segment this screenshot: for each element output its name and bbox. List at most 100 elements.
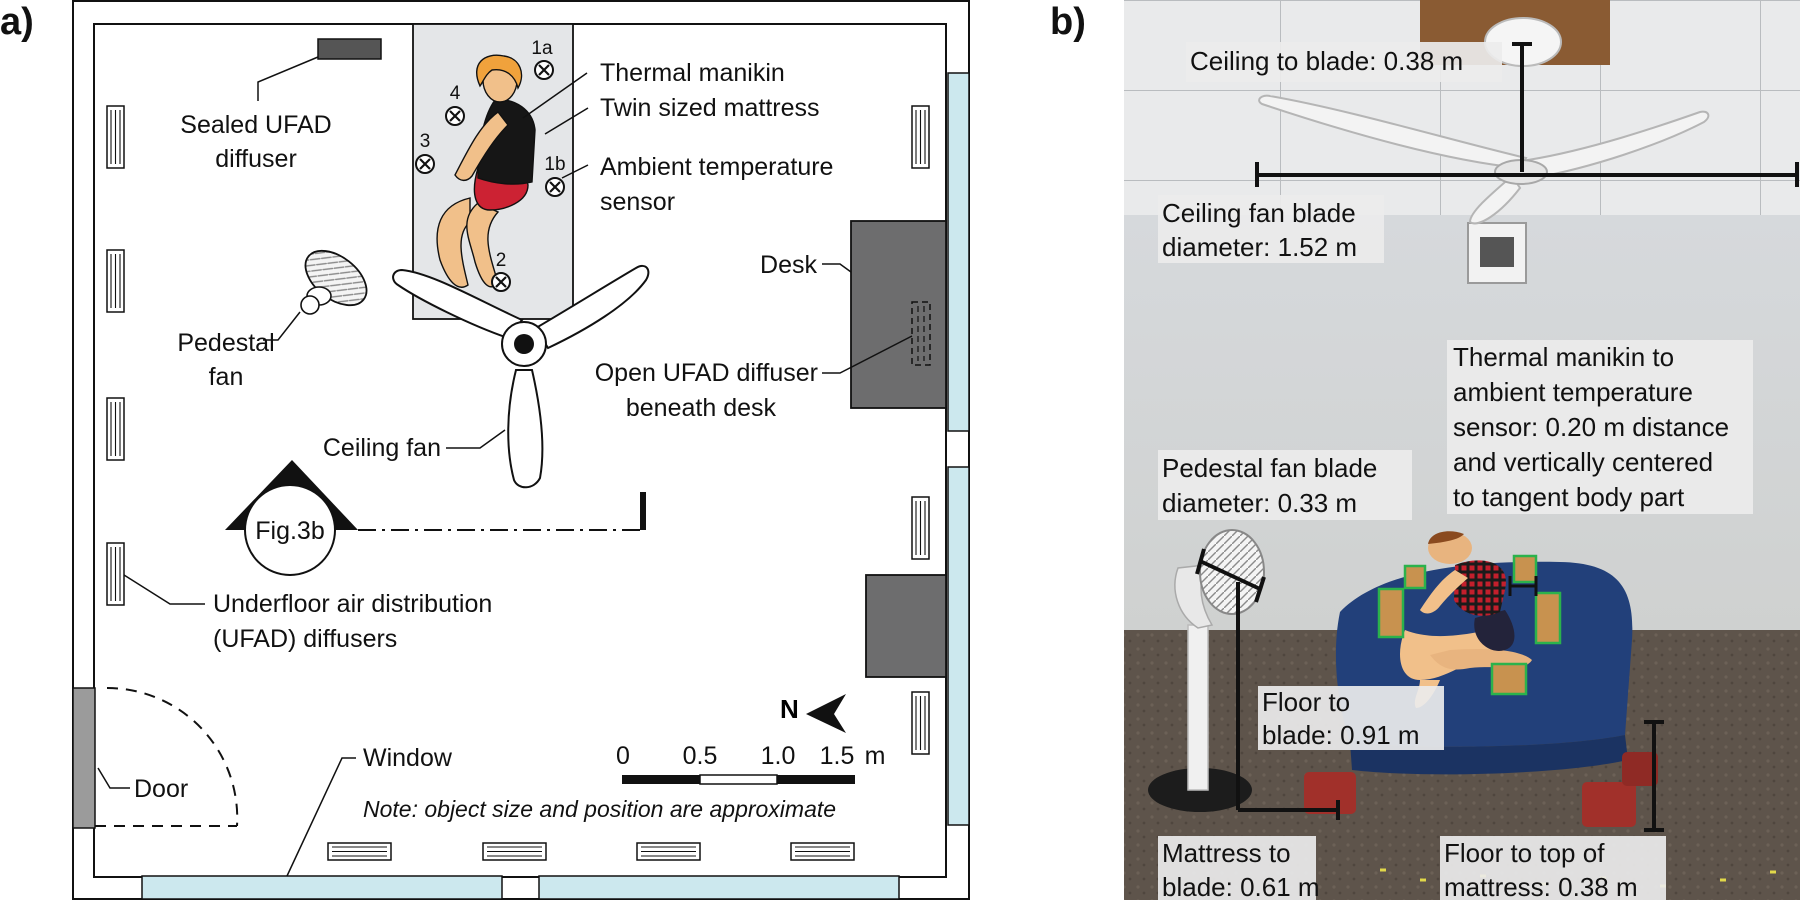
ceiling-fan-blade xyxy=(1468,174,1522,225)
pedestal-fan-base xyxy=(300,295,320,315)
scale-tick: 1.0 xyxy=(761,742,796,770)
door-swing xyxy=(95,686,239,827)
ceiling-fan-blade xyxy=(1258,94,1528,170)
ufad-diffuser xyxy=(911,691,930,755)
ufad-diffuser xyxy=(482,842,547,861)
open-diffuser-label-2: beneath desk xyxy=(626,394,777,422)
manikin-leg xyxy=(466,202,500,288)
mattress-to-blade-label-1: Mattress to xyxy=(1162,838,1291,868)
sealed-diffuser-label-1: Sealed UFAD xyxy=(180,111,331,139)
ufad-diffusers-south xyxy=(327,842,855,861)
sensor-tower xyxy=(1534,591,1562,645)
manikin-sensor-dim xyxy=(1508,576,1538,596)
ufad-leader xyxy=(123,574,205,605)
pedestal-diameter-label-1: Pedestal fan blade xyxy=(1162,453,1377,483)
desk-south xyxy=(865,574,947,678)
approximation-note: Note: object size and position are appro… xyxy=(363,796,836,822)
scale-segment xyxy=(777,775,855,784)
scale-segment xyxy=(699,774,778,785)
sensor-3-label: 3 xyxy=(420,131,431,152)
pedestal-diameter-label-2: diameter: 0.33 m xyxy=(1162,488,1357,518)
north-label: N xyxy=(780,694,799,724)
window-leader xyxy=(286,757,356,877)
sensor-1b-label: 1b xyxy=(544,154,565,175)
ufad-label-1: Underfloor air distribution xyxy=(213,590,492,618)
sealed-diffuser-box xyxy=(317,38,382,60)
scale-tick: 1.5 xyxy=(820,742,855,770)
desk-north: Desk Open UFAD diffuser beneath desk xyxy=(595,220,947,422)
sensor-4 xyxy=(445,106,465,126)
mattress-to-blade-dim xyxy=(1238,800,1340,820)
sensor-4-label: 4 xyxy=(450,83,461,104)
sealed-diffuser-label-2: diffuser xyxy=(215,145,297,173)
sensor-tower xyxy=(1490,662,1528,696)
sensor-tower xyxy=(1377,587,1405,639)
annotation-floor-to-blade: Floor to blade: 0.91 m xyxy=(1258,686,1444,750)
door-leaf xyxy=(72,687,96,829)
sensor-leader xyxy=(561,164,589,179)
panel-a-tag: a) xyxy=(0,1,34,43)
manikin-sensor-label-1: Thermal manikin to xyxy=(1453,342,1674,372)
desk-label: Desk xyxy=(760,251,817,279)
ufad-diffuser xyxy=(911,496,930,560)
manikin-hair xyxy=(476,54,523,90)
panel-a: a) Door xyxy=(0,0,970,900)
floor-to-mattress-dim xyxy=(1644,720,1664,832)
ceiling-vent-grille xyxy=(1480,237,1514,267)
north-arrow-icon xyxy=(806,694,846,733)
ceiling-to-blade-dim xyxy=(1512,42,1532,172)
bed-riser xyxy=(1622,752,1658,786)
fan-blade xyxy=(392,268,524,340)
manikin-arm xyxy=(454,111,509,182)
thermal-manikin-label: Thermal manikin xyxy=(600,59,785,87)
fan-blade xyxy=(507,369,544,489)
door: Door xyxy=(72,686,239,829)
sensor-1a xyxy=(534,60,554,80)
sensor-tower xyxy=(1403,564,1427,590)
manikin-photo-torso xyxy=(1454,560,1506,616)
manikin-sensor-label-4: and vertically centered xyxy=(1453,447,1713,477)
ambient-sensor-label-2: sensor xyxy=(600,188,675,216)
annotation-ceiling-fan-diameter: Ceiling fan blade diameter: 1.52 m xyxy=(1158,195,1384,263)
manikin-leader xyxy=(522,72,588,119)
sealed-diffuser-leader xyxy=(257,56,319,101)
scale-tick: 0 xyxy=(616,742,630,770)
manikin-photo xyxy=(1400,531,1532,708)
manikin-sensor-label-3: sensor: 0.20 m distance xyxy=(1453,412,1729,442)
east-window xyxy=(947,72,970,826)
manikin-photo-arm xyxy=(1420,570,1468,614)
pedestal-fan-photo xyxy=(1148,529,1265,812)
south-window xyxy=(141,875,900,900)
floor-to-blade-label-1: Floor to xyxy=(1262,687,1350,717)
mattress-side xyxy=(1350,735,1628,775)
sensor-towers xyxy=(1377,554,1562,696)
mattress-leader xyxy=(544,107,589,135)
bed-riser xyxy=(1582,782,1636,827)
floor-to-mattress-label-2: mattress: 0.38 m xyxy=(1444,872,1638,900)
dimension-lines xyxy=(1195,42,1799,832)
scale-tick: 0.5 xyxy=(683,742,718,770)
open-ufad-diffuser xyxy=(911,301,931,366)
pedestal-fan-label-1: Pedestal xyxy=(177,329,274,357)
fig-ref-label: Fig.3b xyxy=(255,517,324,545)
sensor-1b xyxy=(545,177,565,197)
floor-to-blade-label-2: blade: 0.91 m xyxy=(1262,720,1420,750)
mattress-label: Twin sized mattress xyxy=(600,94,820,122)
section-marker: Fig.3b xyxy=(225,460,646,576)
ceiling-fan-plan: Ceiling fan xyxy=(323,264,650,489)
pedestal-fan-plan: Pedestal fan xyxy=(177,249,368,391)
scale-unit: m xyxy=(865,742,886,770)
scale-bar: 0 0.5 1.0 1.5 m xyxy=(616,742,886,785)
window-label: Window xyxy=(363,744,453,772)
ufad-label-2: (UFAD) diffusers xyxy=(213,625,397,653)
ufad-diffusers-east xyxy=(911,105,930,755)
window-pane xyxy=(141,875,503,900)
pedestal-fan-photo-grill xyxy=(1199,529,1265,615)
annotation-ceiling-to-blade: Ceiling to blade: 0.38 m xyxy=(1186,42,1502,82)
annotation-floor-to-mattress: Floor to top of mattress: 0.38 m xyxy=(1440,836,1666,900)
sensor-2-label: 2 xyxy=(496,250,507,271)
ufad-diffuser xyxy=(636,842,701,861)
section-circle xyxy=(244,484,336,576)
fan-blade xyxy=(534,264,650,350)
ceiling-fan-diameter-dim xyxy=(1255,162,1799,187)
